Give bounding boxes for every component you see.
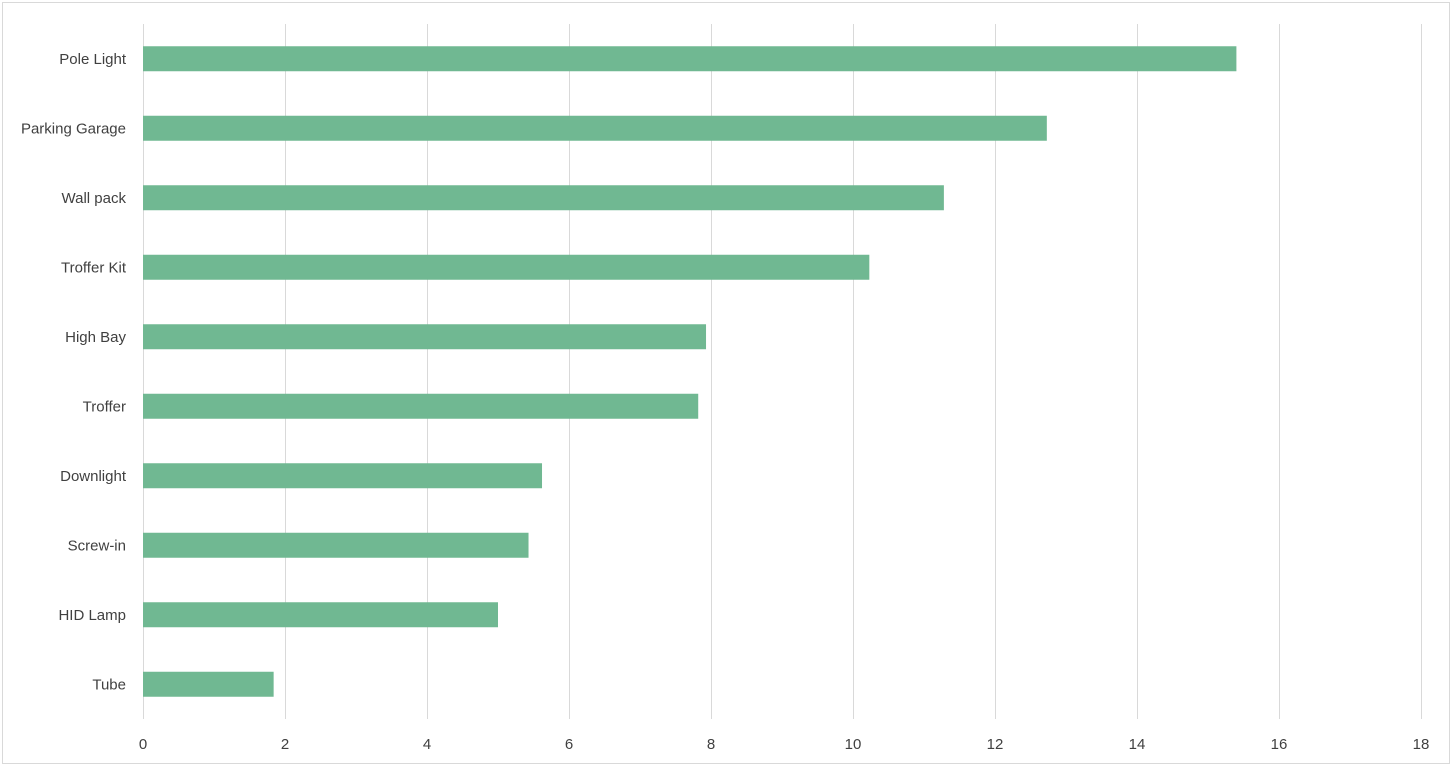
category-label-troffer-kit: Troffer Kit bbox=[61, 259, 127, 276]
bar-parking-garage bbox=[143, 115, 1047, 141]
bar-troffer-kit bbox=[143, 254, 870, 280]
category-label-tube: Tube bbox=[92, 676, 126, 693]
x-tick-label-10: 10 bbox=[845, 736, 862, 753]
category-label-parking-garage: Parking Garage bbox=[21, 120, 126, 137]
x-tick-label-16: 16 bbox=[1271, 736, 1288, 753]
x-tick-label-12: 12 bbox=[987, 736, 1004, 753]
category-labels: Pole Light Parking Garage Wall pack Troffer… bbox=[21, 51, 127, 694]
category-label-pole-light: Pole Light bbox=[59, 51, 127, 68]
category-label-wall-pack: Wall pack bbox=[62, 190, 127, 207]
x-tick-label-0: 0 bbox=[139, 736, 147, 753]
category-label-troffer: Troffer bbox=[83, 398, 126, 415]
x-tick-label-8: 8 bbox=[707, 736, 715, 753]
x-tick-label-2: 2 bbox=[281, 736, 289, 753]
x-tick-label-6: 6 bbox=[565, 736, 573, 753]
bar-wall-pack bbox=[143, 185, 944, 211]
x-tick-labels: 0 2 4 6 8 10 12 14 16 18 bbox=[139, 736, 1430, 753]
bar-screw-in bbox=[143, 532, 529, 558]
x-tick-label-4: 4 bbox=[423, 736, 431, 753]
x-tick-label-18: 18 bbox=[1413, 736, 1430, 753]
bar-hid-lamp bbox=[143, 602, 498, 628]
bar-high-bay bbox=[143, 324, 707, 350]
bar-tube bbox=[143, 671, 274, 697]
x-tick-label-14: 14 bbox=[1129, 736, 1146, 753]
category-label-downlight: Downlight bbox=[60, 468, 127, 485]
category-label-screw-in: Screw-in bbox=[68, 537, 126, 554]
bars bbox=[143, 46, 1237, 697]
bar-pole-light bbox=[143, 46, 1237, 72]
category-label-high-bay: High Bay bbox=[65, 329, 126, 346]
bar-downlight bbox=[143, 463, 543, 489]
bar-troffer bbox=[143, 393, 699, 419]
category-label-hid-lamp: HID Lamp bbox=[58, 607, 126, 624]
